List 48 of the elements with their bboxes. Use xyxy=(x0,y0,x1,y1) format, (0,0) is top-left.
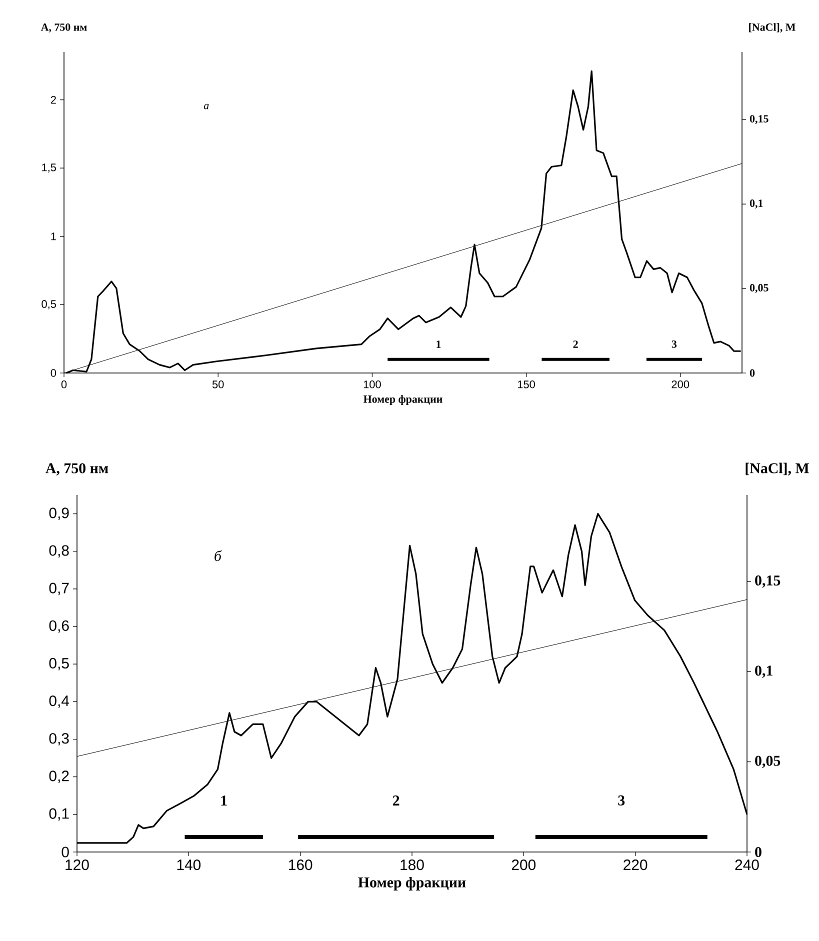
y-tick-label: 0,4 xyxy=(49,696,70,708)
y-tick-label: 0,7 xyxy=(49,582,69,596)
y-tick-label: 0,1 xyxy=(49,808,69,821)
y2-tick-label: 0,15 xyxy=(755,575,780,588)
x-tick-label: 160 xyxy=(289,860,312,870)
x-axis-title: Номер фракции xyxy=(364,395,442,406)
y2-tick-label: 0,1 xyxy=(750,200,763,209)
y-tick-label: 1 xyxy=(51,232,56,240)
y-tick-label: 2 xyxy=(50,96,56,104)
x-tick-label: 200 xyxy=(512,860,536,870)
x-tick-label: 150 xyxy=(518,380,535,388)
y-tick-label: 0,8 xyxy=(49,545,69,558)
y-tick-label: 0,5 xyxy=(49,658,69,670)
y2-tick-label: 0,05 xyxy=(750,284,768,294)
text: 1 xyxy=(221,796,227,806)
x-tick-label: 240 xyxy=(735,860,759,870)
y2-tick-label: 0,05 xyxy=(755,756,780,768)
y-tick-label: 0 xyxy=(50,369,56,377)
y-tick-label: 1,5 xyxy=(42,164,56,173)
y-tick-label: 0,5 xyxy=(42,300,56,310)
y2-axis-title: [NaCl], M xyxy=(749,23,796,32)
y2-tick-label: 0 xyxy=(755,846,762,858)
x-axis-title: Номер фракции xyxy=(358,876,466,890)
y-tick-label: 0,9 xyxy=(49,508,69,520)
text: 2 xyxy=(392,796,400,806)
annotation: б xyxy=(214,550,222,562)
text: 3 xyxy=(618,795,625,806)
x-tick-label: 220 xyxy=(624,860,648,870)
x-tick-label: 180 xyxy=(400,860,424,870)
y-axis-title: A, 750 нм xyxy=(40,23,87,32)
y2-axis-title: [NaCl], M xyxy=(746,462,809,476)
x-tick-label: 120 xyxy=(66,860,89,870)
x-tick-label: 200 xyxy=(672,380,690,388)
y-axis-title: A, 750 нм xyxy=(46,463,108,476)
y-tick-label: 0,6 xyxy=(49,620,69,633)
y-tick-label: 0,3 xyxy=(49,733,69,746)
y-tick-label: 0,2 xyxy=(49,770,69,784)
y2-tick-label: 0,15 xyxy=(750,115,768,124)
y-tick-label: 0 xyxy=(62,846,69,858)
y2-tick-label: 0 xyxy=(750,369,755,377)
x-tick-label: 50 xyxy=(212,380,224,388)
y2-tick-label: 0,1 xyxy=(755,666,772,678)
annotation: а xyxy=(204,104,209,110)
x-tick-label: 140 xyxy=(177,860,201,870)
series-label: 3 xyxy=(672,340,677,348)
x-tick-label: 100 xyxy=(364,380,381,388)
series-label: 2 xyxy=(573,340,578,348)
series-label: 1 xyxy=(436,340,441,348)
